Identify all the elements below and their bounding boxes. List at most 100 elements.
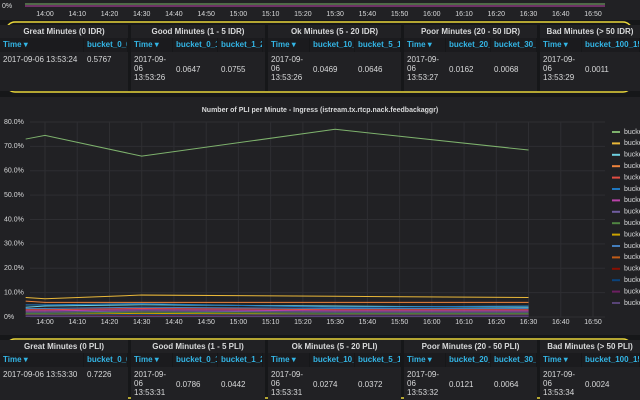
strip-x-tick-label: 14:20: [101, 11, 119, 18]
column-header: bucket_5_10: [355, 38, 401, 52]
table-row: 2017-09-06 13:53:34 0.0024: [540, 367, 640, 397]
table-cell: 0.0121: [449, 380, 474, 389]
column-header: bucket_100_150: [582, 38, 640, 52]
legend-label: bucke: [624, 163, 640, 170]
strip-x-tick-label: 16:40: [552, 11, 570, 18]
x-tick-label: 15:40: [359, 319, 377, 326]
panel-title: Poor Minutes (20 - 50 PLI): [421, 342, 520, 351]
table-cell: 2017-09-06 13:53:30: [3, 370, 78, 379]
table-panel: Bad Minutes (> 50 PLI) Timebucket_100_150…: [540, 340, 640, 400]
panel-title: Poor Minutes (20 - 50 IDR): [420, 27, 521, 36]
strip-x-tick-label: 16:00: [423, 11, 441, 18]
graph-panel: [0, 97, 640, 335]
column-header: Time: [404, 38, 446, 52]
legend-label: bucke: [624, 277, 640, 284]
column-header: bucket_1_2: [218, 353, 263, 367]
strip-x-tick-label: 14:00: [36, 11, 54, 18]
legend-label: bucke: [624, 266, 640, 273]
series-line: [25, 303, 529, 308]
table-cell: 0.0162: [449, 65, 474, 74]
x-tick-label: 14:50: [197, 319, 215, 326]
panel-title: Good Minutes (1 - 5 PLI): [152, 342, 244, 351]
table-cell: 2017-09-06 13:53:26: [271, 55, 304, 82]
series-line: [25, 311, 529, 314]
series-line: [25, 128, 529, 157]
panel-title: Ok Minutes (5 - 20 PLI): [291, 342, 378, 351]
strip-x-tick-label: 16:20: [488, 11, 506, 18]
x-tick-label: 15:00: [230, 319, 248, 326]
table-row: 2017-09-06 13:53:24 0.5767: [0, 52, 128, 64]
table-panel: Great Minutes (0 IDR)Timebucket_0_02017-…: [0, 25, 128, 91]
column-header: bucket_1_2: [218, 38, 263, 52]
table-cell: 0.0064: [494, 380, 519, 389]
table-panel: Great Minutes (0 PLI)Timebucket_0_02017-…: [0, 340, 128, 400]
table-cell: 0.0755: [221, 65, 246, 74]
y-tick-label: 50.0%: [4, 192, 24, 199]
column-header: bucket_0_0: [84, 38, 128, 52]
legend-label: bucke: [624, 220, 640, 227]
strip-x-tick-label: 15:20: [294, 11, 312, 18]
table-header: Timebucket_0_0: [0, 353, 128, 367]
series-line: [25, 294, 529, 300]
strip-x-tick-label: 14:30: [133, 11, 151, 18]
table-header: Timebucket_20_30bucket_30_50: [404, 38, 537, 52]
series-line: [25, 307, 529, 311]
table-row: 2017-09-06 13:53:30 0.7226: [0, 367, 128, 379]
table-cell: 0.5767: [87, 55, 112, 64]
column-header: Time: [404, 353, 446, 367]
table-cell: 0.0372: [358, 380, 383, 389]
legend-label: bucke: [624, 152, 640, 159]
chart-title: Number of PLI per Minute - Ingress (istr…: [202, 107, 439, 114]
table-panel: Poor Minutes (20 - 50 IDR) Timebucket_20_…: [404, 25, 537, 91]
x-tick-label: 16:40: [552, 319, 570, 326]
legend-label: bucke: [624, 300, 640, 307]
table-cell: 2017-09-06 13:53:27: [407, 55, 440, 82]
table-cell: 2017-09-06 13:53:29: [543, 55, 576, 82]
strip-x-tick-label: 14:50: [197, 11, 215, 18]
panel-title: Great Minutes (0 IDR): [23, 27, 105, 36]
table-panel: Ok Minutes (5 - 20 PLI) Timebucket_10_20b…: [268, 340, 401, 400]
table-cell: 0.0274: [313, 380, 338, 389]
column-header: Time: [540, 38, 582, 52]
legend-label: bucke: [624, 209, 640, 216]
table-cell: 2017-09-06 13:53:31: [134, 370, 167, 397]
legend-label: bucke: [624, 186, 640, 193]
column-header: bucket_20_30: [446, 353, 491, 367]
x-tick-label: 15:20: [294, 319, 312, 326]
legend-label: bucke: [624, 174, 640, 181]
strip-x-tick-label: 15:50: [391, 11, 409, 18]
x-tick-label: 15:30: [326, 319, 344, 326]
panel-title: Good Minutes (1 - 5 IDR): [151, 27, 245, 36]
x-tick-label: 16:30: [520, 319, 538, 326]
legend-label: bucke: [624, 129, 640, 136]
table-cell: 2017-09-06 13:53:32: [407, 370, 440, 397]
x-tick-label: 15:10: [262, 319, 280, 326]
table-cell: 0.0646: [358, 65, 383, 74]
legend-label: bucke: [624, 288, 640, 295]
y-tick-label: 10.0%: [4, 289, 24, 296]
column-header: bucket_30_50: [491, 353, 537, 367]
table-row: 2017-09-06 13:53:31 0.0274 0.0372: [268, 367, 401, 397]
x-tick-label: 16:10: [455, 319, 473, 326]
table-header: Timebucket_20_30bucket_30_50: [404, 353, 537, 367]
table-cell: 2017-09-06 13:53:26: [134, 55, 167, 82]
series-line: [25, 306, 529, 309]
strip-x-tick-label: 15:30: [326, 11, 344, 18]
table-row: 2017-09-06 13:53:26 0.0469 0.0646: [268, 52, 401, 82]
panel-title: Great Minutes (0 PLI): [23, 342, 104, 351]
table-panel: Good Minutes (1 - 5 PLI) Timebucket_0_1bu…: [131, 340, 265, 400]
column-header: bucket_0_0: [84, 353, 128, 367]
column-header: bucket_0_1: [173, 38, 218, 52]
x-tick-label: 16:00: [423, 319, 441, 326]
table-header: Timebucket_100_150: [540, 353, 640, 367]
table-panel: Good Minutes (1 - 5 IDR) Timebucket_0_1bu…: [131, 25, 265, 91]
table-cell: 0.0068: [494, 65, 519, 74]
table-row: 2017-09-06 13:53:32 0.0121 0.0064: [404, 367, 537, 397]
table-row: 2017-09-06 13:53:31 0.0786 0.0442: [131, 367, 265, 397]
x-tick-label: 14:40: [165, 319, 183, 326]
table-header: Timebucket_100_150: [540, 38, 640, 52]
column-header: Time: [268, 353, 310, 367]
column-header: bucket_20_30: [446, 38, 491, 52]
table-cell: 0.0647: [176, 65, 201, 74]
